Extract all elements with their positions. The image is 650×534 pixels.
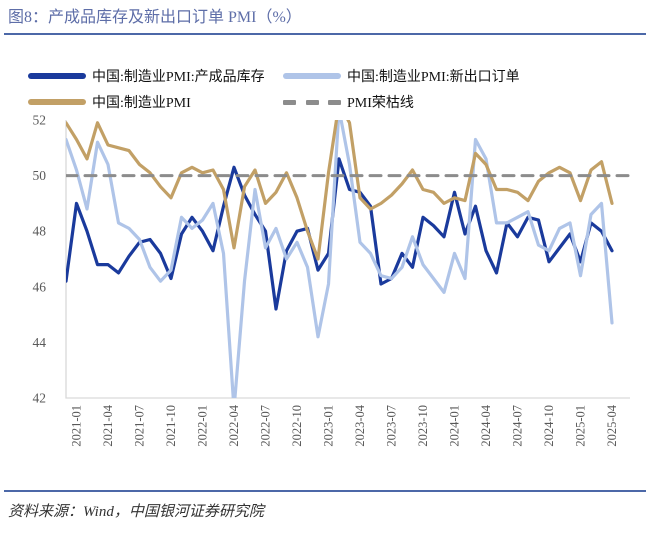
export-orders-line-swatch [283,73,341,79]
y-axis-label: 50 [33,168,47,183]
source-note: 资料来源：Wind，中国银河证券研究院 [8,504,264,520]
x-axis-label: 2023-10 [416,405,430,447]
x-axis-label: 2021-10 [164,405,178,447]
x-axis-label: 2023-01 [322,405,336,447]
x-axis-label: 2025-01 [574,405,588,447]
x-axis-label: 2024-10 [542,405,556,447]
x-axis-label: 2022-01 [196,405,210,447]
x-axis-label: 2021-04 [101,404,115,446]
legend-label-inventory: 中国:制造业PMI:产成品库存 [92,70,265,85]
legend-item-pmi: 中国:制造业PMI [28,92,191,112]
x-axis-label: 2024-01 [448,405,462,447]
x-axis-label: 2022-10 [290,405,304,447]
legend-item-inventory: 中国:制造业PMI:产成品库存 [28,66,265,86]
y-axis-label: 42 [33,391,47,406]
axis-frame [65,120,630,399]
x-axis-label: 2023-07 [385,405,399,447]
legend-item-export-orders: 中国:制造业PMI:新出口订单 [283,66,520,86]
y-axis-label: 44 [33,335,47,350]
legend-label-export-orders: 中国:制造业PMI:新出口订单 [347,70,520,85]
legend-item-threshold: PMI荣枯线 [283,92,414,112]
series-line [66,120,614,261]
series-line [66,120,614,398]
y-axis-label: 48 [33,224,47,239]
series-line [66,157,614,311]
x-axis-label: 2022-07 [259,405,273,447]
plot-series [66,120,630,398]
pmi-line-swatch [28,99,86,105]
x-axis-label: 2021-07 [133,405,147,447]
pmi-line-chart: 42 44 46 48 50 52 2021-01 2021-04 2021-07 2021-10… [33,113,630,447]
y-axis-label: 46 [33,279,47,294]
y-axis-labels: 42 44 46 48 50 52 [33,113,47,406]
y-axis-label: 52 [33,113,47,128]
legend-label-threshold: PMI荣枯线 [347,96,414,111]
x-axis-label: 2025-04 [605,404,619,446]
legend-label-pmi: 中国:制造业PMI [92,96,191,111]
threshold-dashed-swatch [283,99,341,105]
footer-rule [4,490,646,492]
title-rule [4,33,646,35]
x-axis-label: 2021-01 [70,405,84,447]
x-axis-label: 2022-04 [227,404,241,446]
x-axis-label: 2024-07 [511,405,525,447]
x-axis-labels: 2021-01 2021-04 2021-07 2021-10 2022-01 2022-… [70,404,620,446]
x-axis-label: 2024-04 [479,404,493,446]
figure-title: 图8：产成品库存及新出口订单 PMI（%） [8,9,302,26]
inventory-line-swatch [28,73,86,79]
x-axis-label: 2023-04 [353,404,367,446]
